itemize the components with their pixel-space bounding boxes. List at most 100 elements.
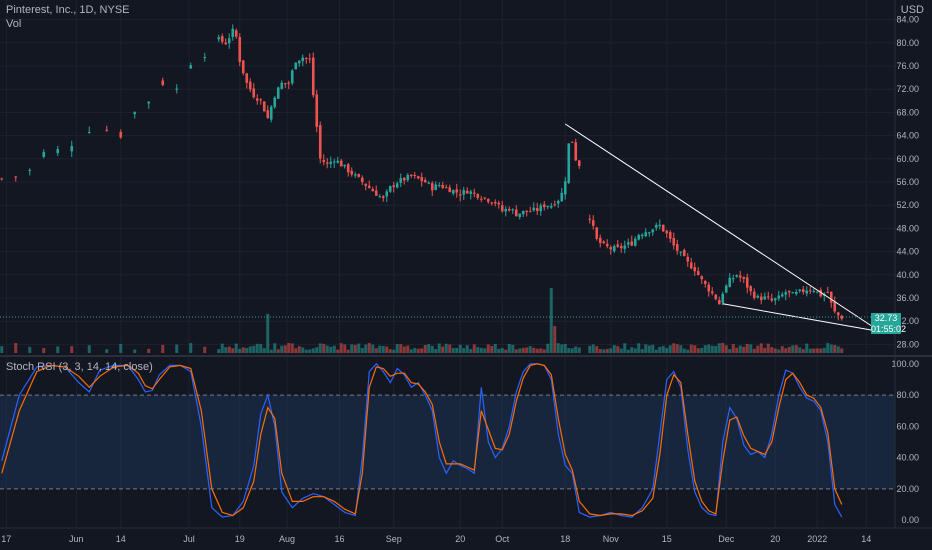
volume-bar (28, 346, 32, 353)
time-tick-label: 18 (560, 534, 570, 544)
price-tick-label: 68.00 (896, 107, 919, 117)
volume-bar (238, 348, 242, 353)
volume-bar (399, 344, 403, 353)
volume-bar (469, 349, 473, 353)
symbol-title[interactable]: Pinterest, Inc., 1D, NYSE (6, 4, 130, 16)
oscillator-axis[interactable]: 100.00 80.00 60.00 40.00 20.00 0.00 (891, 359, 919, 525)
candle-body (651, 229, 655, 233)
candle-body (521, 210, 525, 215)
price-axis[interactable]: 84.00 80.00 76.00 72.00 68.00 64.00 60.00 56.00… (896, 15, 919, 350)
stoch-lines (1, 362, 843, 518)
trendlines[interactable] (0, 123, 895, 333)
candle-body (686, 256, 690, 262)
candlesticks[interactable] (0, 24, 844, 321)
volume-bar (444, 343, 448, 353)
volume-bar (336, 349, 340, 353)
candle-body (815, 291, 819, 293)
volume-bar (56, 346, 60, 353)
candle-body (416, 176, 420, 179)
candle-body (612, 246, 616, 252)
volume-bar (276, 349, 280, 353)
candle-body (332, 161, 336, 163)
volume-bar (483, 348, 487, 353)
candle-body (0, 178, 4, 180)
candle-body (255, 98, 259, 101)
volume-bar (567, 348, 571, 353)
volume-bar (451, 348, 455, 353)
candle-body (458, 194, 462, 196)
volume-bar (304, 349, 308, 353)
price-tick-label: 36.00 (896, 293, 919, 303)
volume-bar (497, 348, 501, 353)
volume-bar (486, 344, 490, 353)
candle-body (731, 278, 735, 280)
candle-body (224, 42, 228, 45)
time-tick-label: 16 (334, 534, 344, 544)
candle-body (189, 65, 193, 69)
volume-bar (518, 348, 522, 353)
candle-body (381, 196, 385, 199)
volume-bar (378, 345, 382, 353)
candle-body (567, 143, 571, 183)
candle-body (710, 291, 714, 294)
candle-body (829, 291, 833, 303)
candle-body (689, 262, 693, 269)
candle-body (402, 177, 406, 181)
time-axis[interactable]: 17 Jun 14 Jul 19 Aug 16 Sep 20 Oct 18 Nov 15 Dec 20 202… (1, 534, 871, 544)
candle-body (514, 209, 518, 217)
candle-body (175, 88, 179, 90)
candle-body (819, 289, 823, 297)
candle-body (654, 224, 658, 228)
candle-body (556, 200, 560, 204)
candle-body (619, 246, 623, 249)
volume-bar (665, 348, 669, 353)
candle-body (56, 149, 60, 154)
candle-body (287, 82, 291, 84)
volume-bar (798, 347, 802, 353)
volume-bar (283, 345, 287, 353)
candle-body (280, 82, 284, 89)
volume-bar (819, 348, 823, 353)
candle-body (161, 80, 165, 85)
candle-body (294, 62, 298, 70)
volume-bar (437, 343, 441, 353)
volume-bar (217, 349, 221, 353)
candle-body (497, 202, 501, 205)
volume-bar (546, 343, 550, 353)
candle-body (602, 241, 606, 244)
candle-body (266, 110, 270, 118)
volume-bar (287, 343, 291, 353)
candle-body (724, 285, 728, 293)
volume-bar (339, 343, 343, 353)
volume-bar (644, 344, 648, 353)
volume-bar (262, 348, 266, 353)
candle-body (563, 181, 567, 195)
candle-body (483, 197, 487, 199)
volume-bar (763, 347, 767, 353)
candle-body (518, 213, 522, 217)
volume-bar (721, 342, 725, 353)
candle-body (672, 237, 676, 246)
candle-body (644, 232, 648, 237)
volume-bar (350, 344, 354, 353)
trendline (722, 303, 881, 333)
candle-body (227, 38, 231, 44)
stoch-rsi-title[interactable]: Stoch RSI (3, 3, 14, 14, close) (6, 361, 153, 373)
last-price-tag: 32.73 (871, 313, 901, 324)
volume-bar (255, 343, 259, 353)
time-tick-label: Jul (183, 534, 195, 544)
volume-label[interactable]: Vol (6, 18, 22, 30)
volume-bar (528, 346, 532, 353)
candle-body (217, 37, 221, 40)
volume-bar (105, 349, 109, 353)
volume-bar (458, 344, 462, 353)
volume-bar (175, 344, 179, 353)
candle-body (780, 294, 784, 297)
volume-bar (626, 349, 630, 353)
price-tick-label: 80.00 (896, 38, 919, 48)
volume-bar (752, 348, 756, 353)
candle-body (290, 70, 294, 84)
candle-body (378, 196, 382, 198)
volume-bar (756, 345, 760, 353)
